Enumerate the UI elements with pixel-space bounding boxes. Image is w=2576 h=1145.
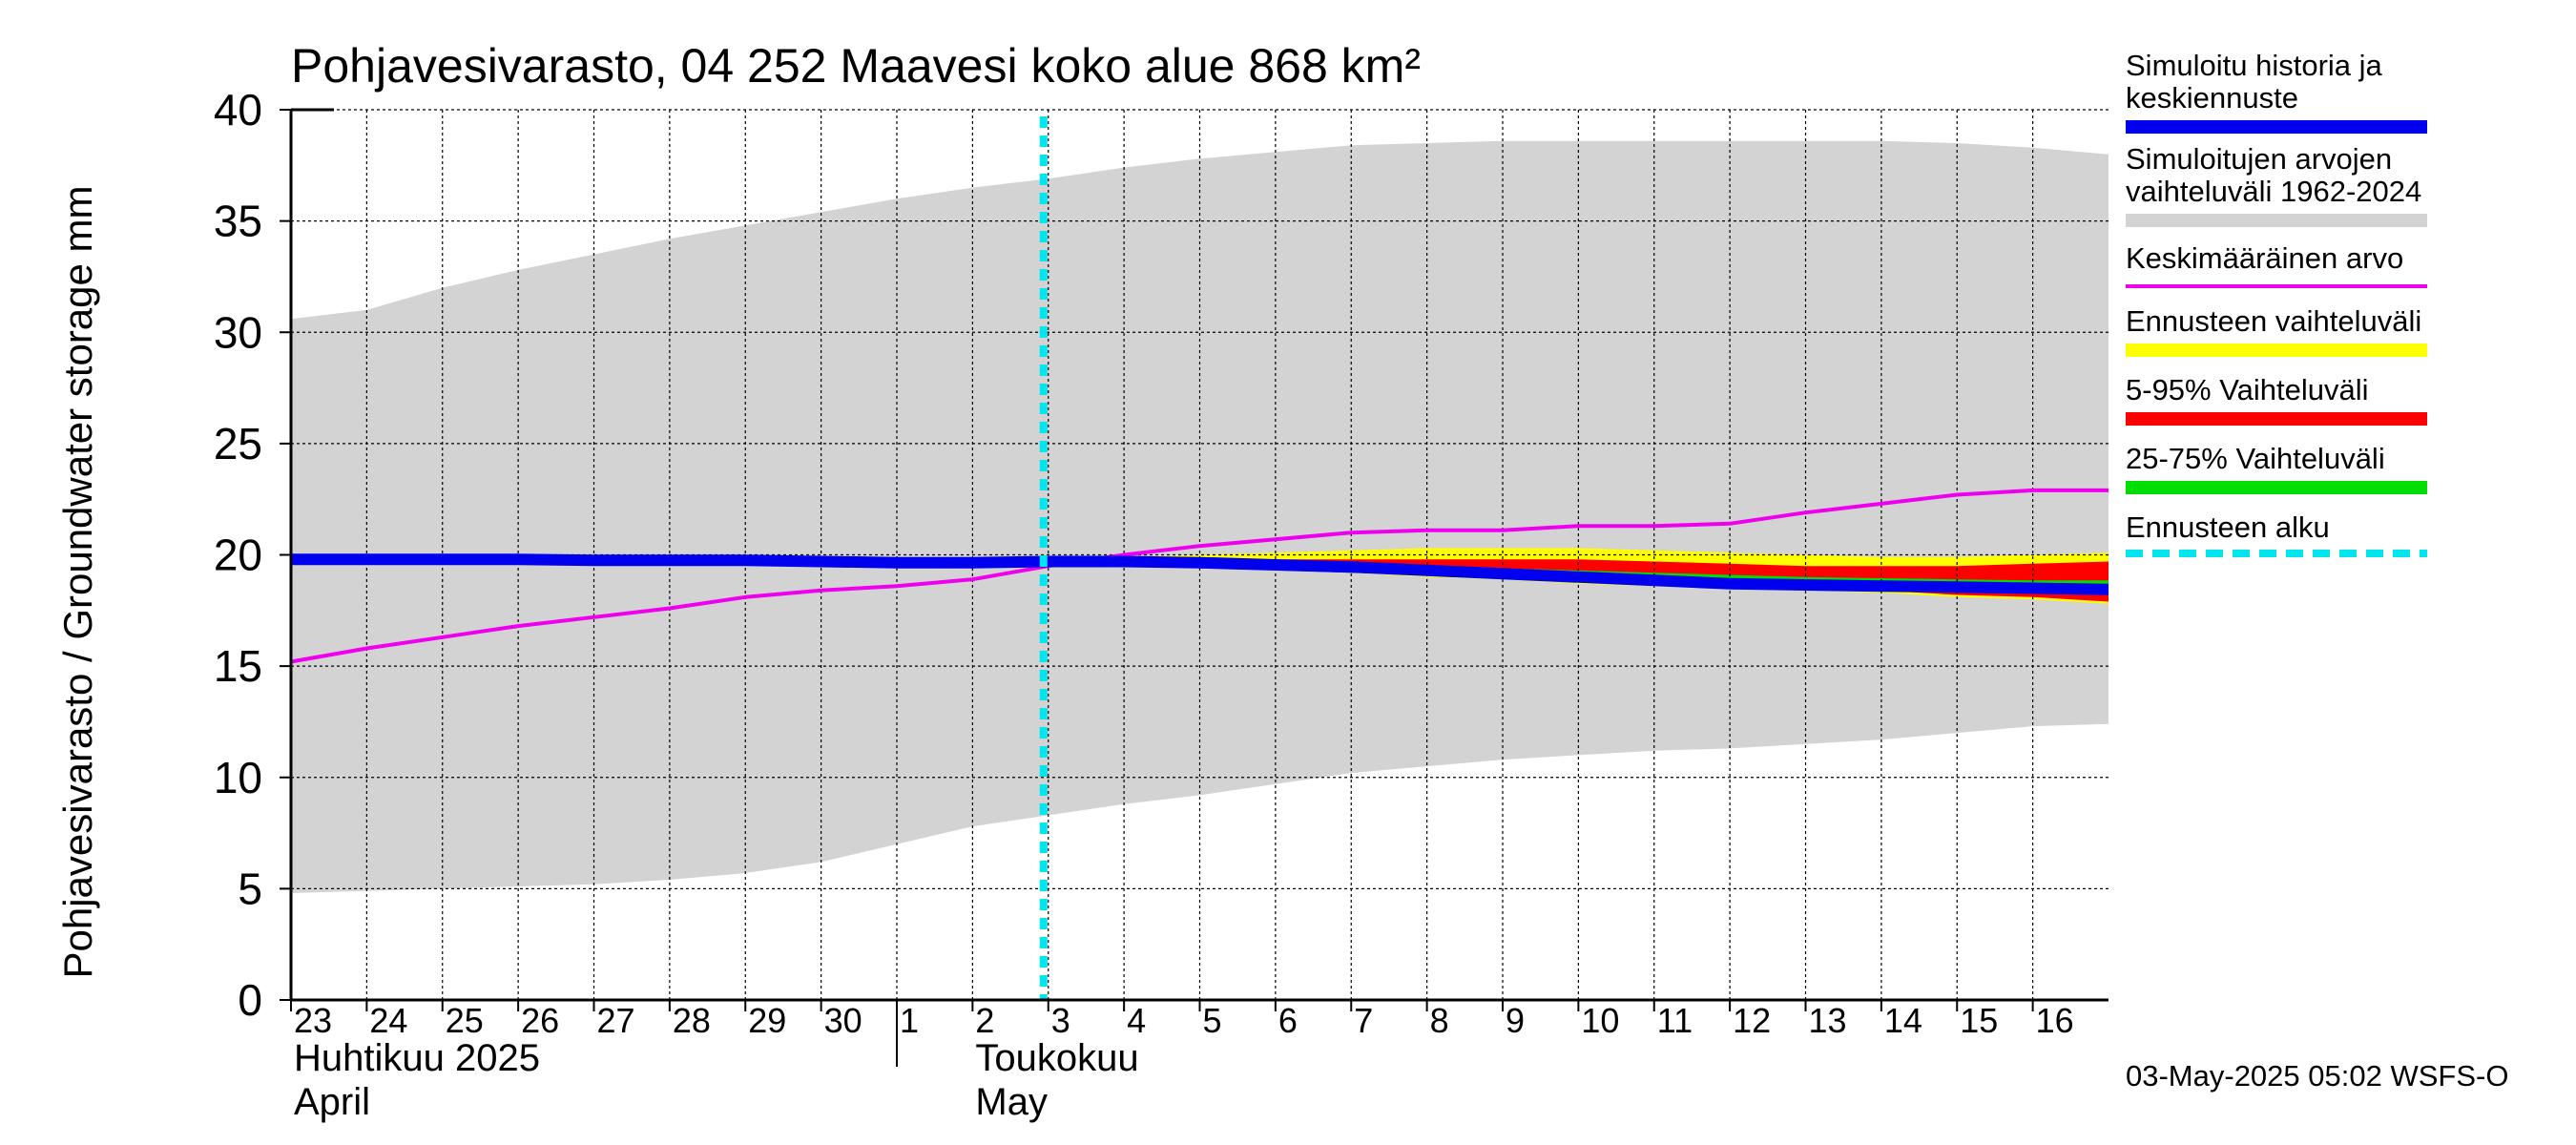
legend: Simuloitu historia ja keskiennuste Simulo… — [2126, 50, 2431, 557]
x-tick-label: 15 — [1960, 1001, 1998, 1040]
x-tick-label: 2 — [975, 1001, 994, 1040]
legend-swatch — [2126, 412, 2427, 426]
y-tick-label: 0 — [238, 975, 262, 1025]
x-tick-label: 26 — [521, 1001, 559, 1040]
legend-item: Simuloitujen arvojen vaihteluväli 1962-2… — [2126, 143, 2431, 227]
legend-label: Ennusteen alku — [2126, 510, 2330, 544]
month-label-en: May — [975, 1081, 1048, 1123]
x-tick-label: 1 — [900, 1001, 919, 1040]
legend-label: Keskimääräinen arvo — [2126, 241, 2404, 275]
x-tick-label: 6 — [1278, 1001, 1298, 1040]
legend-item: Simuloitu historia ja keskiennuste — [2126, 50, 2431, 134]
x-tick-label: 11 — [1657, 1001, 1693, 1040]
series-line-0 — [290, 488, 2109, 664]
legend-swatch — [2126, 550, 2427, 557]
x-tick-label: 16 — [2036, 1001, 2074, 1040]
legend-label: Simuloitujen arvojen vaihteluväli 1962-2… — [2126, 142, 2422, 208]
legend-swatch — [2126, 120, 2427, 134]
series-line-1 — [291, 553, 2109, 595]
x-tick-label: 4 — [1127, 1001, 1146, 1040]
x-tick-label: 7 — [1354, 1001, 1373, 1040]
y-axis-label: Pohjavesivarasto / Groundwater storage m… — [55, 185, 100, 978]
y-tick-label: 10 — [214, 753, 262, 802]
timestamp: 03-May-2025 05:02 WSFS-O — [2126, 1059, 2509, 1093]
legend-swatch — [2126, 481, 2427, 494]
month-label-en: April — [294, 1081, 370, 1123]
month-label-fi: Toukokuu — [975, 1037, 1138, 1079]
legend-label: 5-95% Vaihteluväli — [2126, 373, 2369, 406]
legend-label: Simuloitu historia ja keskiennuste — [2126, 49, 2382, 114]
x-tick-label: 10 — [1581, 1001, 1619, 1040]
legend-swatch — [2126, 284, 2427, 288]
y-tick-label: 40 — [214, 85, 262, 135]
month-label-fi: Huhtikuu 2025 — [294, 1037, 540, 1079]
x-tick-label: 3 — [1051, 1001, 1070, 1040]
legend-item: 25-75% Vaihteluväli — [2126, 443, 2431, 494]
legend-swatch — [2126, 214, 2427, 227]
legend-swatch — [2126, 344, 2427, 357]
x-tick-label: 13 — [1809, 1001, 1847, 1040]
y-tick-label: 15 — [214, 641, 262, 691]
legend-item: Ennusteen vaihteluväli — [2126, 305, 2431, 357]
legend-item: 5-95% Vaihteluväli — [2126, 374, 2431, 426]
x-tick-label: 24 — [369, 1001, 407, 1040]
y-tick-label: 5 — [238, 864, 262, 913]
x-tick-label: 9 — [1506, 1001, 1525, 1040]
x-tick-label: 28 — [673, 1001, 711, 1040]
x-tick-label: 29 — [748, 1001, 786, 1040]
x-tick-label: 12 — [1733, 1001, 1771, 1040]
legend-label: Ennusteen vaihteluväli — [2126, 304, 2422, 338]
y-tick-label: 30 — [214, 307, 262, 357]
y-tick-label: 25 — [214, 419, 262, 468]
chart-title: Pohjavesivarasto, 04 252 Maavesi koko al… — [291, 39, 1421, 93]
legend-item: Keskimääräinen arvo — [2126, 242, 2431, 288]
x-tick-label: 14 — [1884, 1001, 1922, 1040]
x-tick-label: 5 — [1203, 1001, 1222, 1040]
y-tick-label: 35 — [214, 197, 262, 246]
x-tick-label: 27 — [597, 1001, 635, 1040]
x-tick-label: 8 — [1430, 1001, 1449, 1040]
legend-label: 25-75% Vaihteluväli — [2126, 442, 2385, 475]
x-tick-label: 30 — [824, 1001, 862, 1040]
y-tick-label: 20 — [214, 531, 262, 580]
x-tick-label: 23 — [294, 1001, 332, 1040]
x-tick-label: 25 — [446, 1001, 484, 1040]
legend-item: Ennusteen alku — [2126, 511, 2431, 557]
